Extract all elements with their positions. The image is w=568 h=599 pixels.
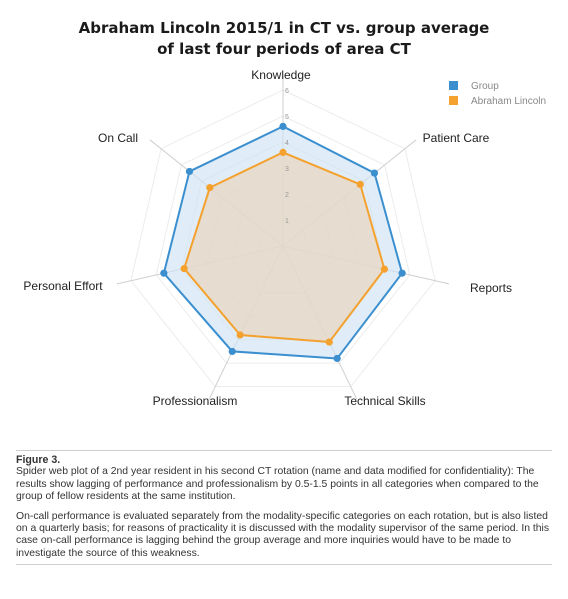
data-point	[370, 169, 379, 177]
chart-title: Abraham Lincoln 2015/1 in CT vs. group a…	[0, 18, 568, 60]
axis-label-knowledge: Knowledge	[251, 68, 311, 82]
figure-caption: Figure 3. Spider web plot of a 2nd year …	[16, 450, 552, 566]
legend-label: Abraham Lincoln	[471, 96, 546, 107]
axis-label-patient-care: Patient Care	[423, 131, 490, 145]
data-point	[180, 264, 188, 273]
data-point	[356, 180, 364, 188]
series-abraham-lincoln	[180, 148, 388, 346]
grid-ring	[155, 115, 411, 364]
data-point	[228, 347, 236, 356]
figure-label: Figure 3.	[16, 454, 61, 466]
axis-labels: Knowledge Patient Care Reports Technical Sk…	[23, 68, 512, 408]
legend-swatch	[449, 81, 458, 90]
caption-paragraph-2: On-call performance is evaluated separat…	[16, 510, 550, 559]
data-point	[206, 184, 214, 192]
legend-swatch	[449, 96, 458, 105]
axis-label-reports: Reports	[470, 281, 512, 295]
radial-ticks: 1 2 3 4 5 6	[285, 88, 289, 225]
legend-label: Group	[471, 81, 499, 92]
radar-chart: 1 2 3 4 5 6 Knowledge Patient Care Reports Techn…	[23, 68, 546, 408]
data-point	[380, 265, 388, 273]
data-point	[279, 122, 287, 130]
tick-label: 2	[285, 192, 289, 199]
legend: Group Abraham Lincoln	[449, 81, 546, 107]
data-point	[333, 354, 341, 363]
data-point	[279, 148, 287, 156]
axis-label-professionalism: Professionalism	[153, 394, 238, 408]
axis-label-on-call: On Call	[98, 131, 138, 145]
radar-series	[160, 122, 406, 363]
chart-title-line-2: of last four periods of area CT	[157, 40, 411, 58]
series-area	[183, 151, 386, 344]
data-point	[398, 269, 406, 277]
data-point	[236, 331, 244, 339]
data-point	[160, 269, 168, 277]
caption-paragraph-1: Spider web plot of a 2nd year resident i…	[16, 466, 539, 503]
data-point	[185, 167, 194, 176]
grid-ring	[130, 89, 436, 388]
chart-title-line-1: Abraham Lincoln 2015/1 in CT vs. group a…	[78, 19, 490, 37]
tick-label: 4	[285, 140, 289, 147]
tick-label: 6	[285, 88, 289, 95]
axis-label-personal-effort: Personal Effort	[23, 279, 103, 293]
data-point	[325, 338, 333, 346]
tick-label: 5	[285, 114, 289, 121]
tick-label: 3	[285, 166, 289, 173]
axis-label-technical-skills: Technical Skills	[344, 394, 425, 408]
tick-label: 1	[285, 218, 289, 225]
